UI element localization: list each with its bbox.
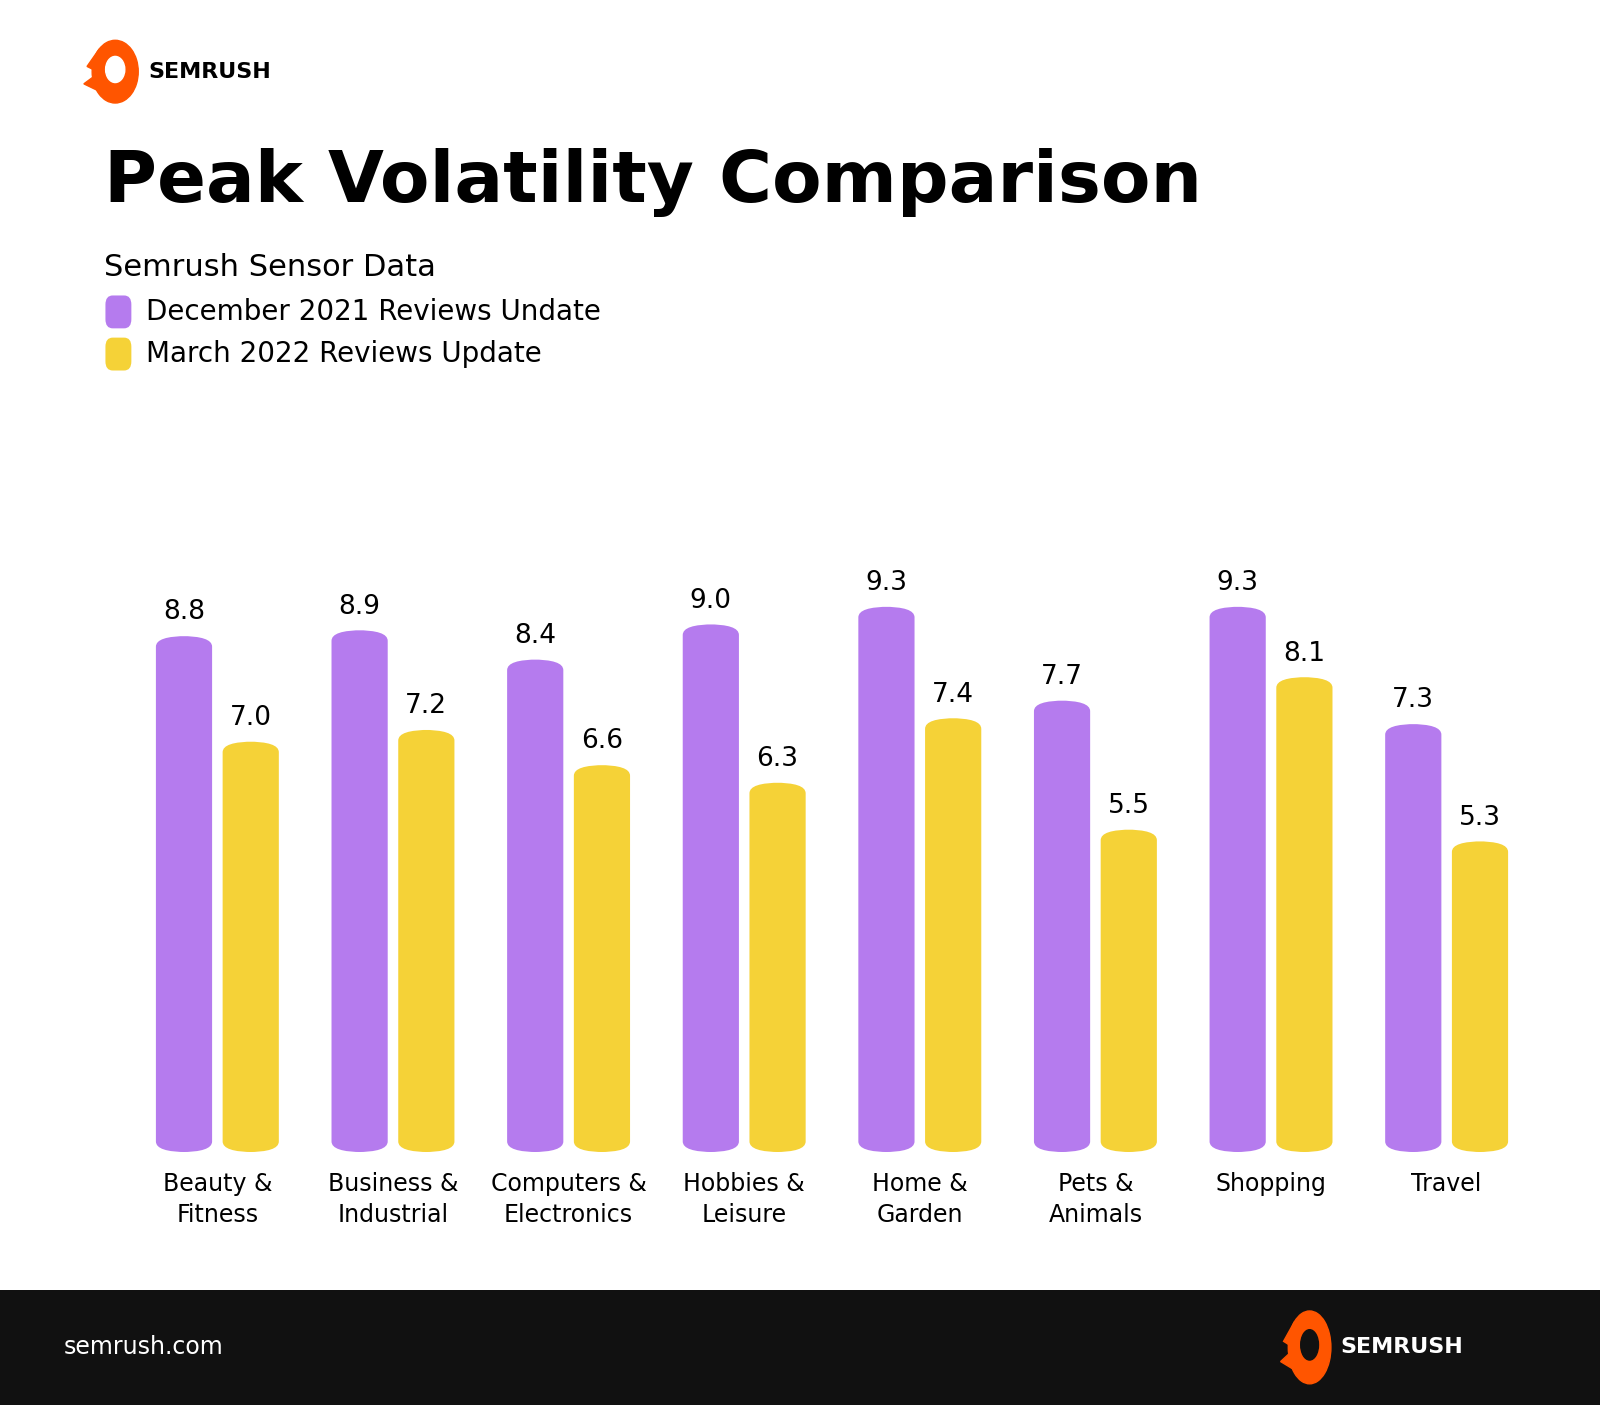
Polygon shape: [1280, 1349, 1294, 1370]
Text: SEMRUSH: SEMRUSH: [149, 62, 272, 81]
Text: 5.5: 5.5: [1107, 792, 1150, 819]
Text: 8.9: 8.9: [339, 594, 381, 620]
FancyBboxPatch shape: [507, 659, 563, 1152]
FancyBboxPatch shape: [1451, 842, 1509, 1152]
Polygon shape: [83, 73, 99, 91]
Text: 7.3: 7.3: [1392, 687, 1434, 714]
Text: SEMRUSH: SEMRUSH: [1341, 1338, 1464, 1357]
FancyBboxPatch shape: [398, 729, 454, 1152]
Text: March 2022 Reviews Update: March 2022 Reviews Update: [146, 340, 541, 368]
FancyBboxPatch shape: [1277, 677, 1333, 1152]
Wedge shape: [93, 41, 138, 103]
Text: 7.4: 7.4: [933, 681, 974, 708]
FancyBboxPatch shape: [749, 783, 806, 1152]
Text: 8.8: 8.8: [163, 600, 205, 625]
Text: 9.3: 9.3: [866, 570, 907, 596]
FancyBboxPatch shape: [925, 718, 981, 1152]
FancyBboxPatch shape: [106, 295, 131, 329]
FancyBboxPatch shape: [155, 636, 213, 1152]
Polygon shape: [86, 49, 99, 73]
FancyBboxPatch shape: [1386, 724, 1442, 1152]
FancyBboxPatch shape: [683, 624, 739, 1152]
Circle shape: [106, 56, 125, 83]
Text: 9.3: 9.3: [1216, 570, 1259, 596]
Text: 9.0: 9.0: [690, 587, 731, 614]
Text: 7.7: 7.7: [1042, 665, 1083, 690]
Text: 7.2: 7.2: [405, 693, 448, 719]
Polygon shape: [1283, 1321, 1294, 1349]
FancyBboxPatch shape: [1034, 701, 1090, 1152]
Text: December 2021 Reviews Undate: December 2021 Reviews Undate: [146, 298, 600, 326]
Text: semrush.com: semrush.com: [64, 1335, 224, 1360]
Wedge shape: [1288, 1311, 1331, 1384]
FancyBboxPatch shape: [574, 766, 630, 1152]
FancyBboxPatch shape: [331, 631, 387, 1152]
Text: 6.3: 6.3: [757, 746, 798, 773]
Text: Semrush Sensor Data: Semrush Sensor Data: [104, 253, 435, 282]
Text: 8.1: 8.1: [1283, 641, 1325, 666]
Text: 7.0: 7.0: [230, 705, 272, 731]
Text: 8.4: 8.4: [514, 622, 557, 649]
Text: 6.6: 6.6: [581, 729, 622, 754]
FancyBboxPatch shape: [858, 607, 915, 1152]
Text: Peak Volatility Comparison: Peak Volatility Comparison: [104, 148, 1202, 216]
FancyBboxPatch shape: [222, 742, 278, 1152]
FancyBboxPatch shape: [106, 337, 131, 371]
FancyBboxPatch shape: [1210, 607, 1266, 1152]
Text: 5.3: 5.3: [1459, 805, 1501, 830]
Circle shape: [1301, 1329, 1318, 1360]
FancyBboxPatch shape: [1101, 829, 1157, 1152]
